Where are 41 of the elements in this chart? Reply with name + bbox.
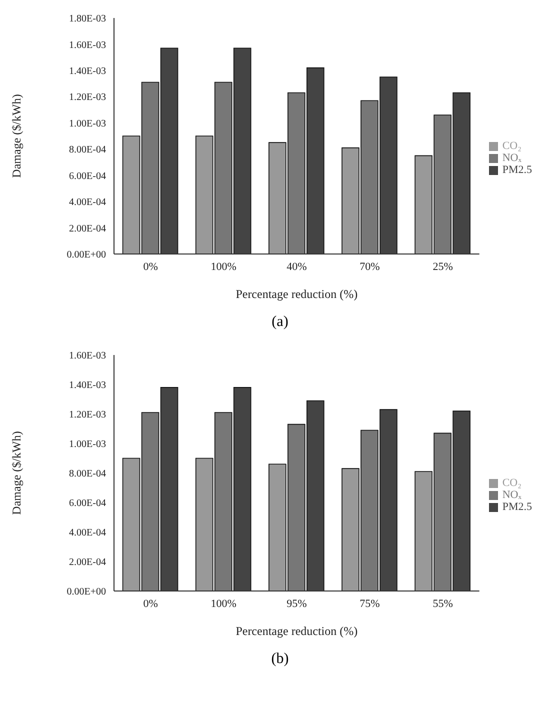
y-tick-label: 1.20E-03 [69,410,106,421]
y-tick-label: 4.00E-04 [69,197,106,208]
x-tick-label: 40% [286,260,307,273]
legend-label: NOₓ [502,152,522,164]
y-tick-label: 1.80E-03 [69,14,106,25]
x-tick-label: 75% [360,598,380,610]
y-tick-label: 1.40E-03 [69,66,106,77]
legend-label: NOₓ [502,489,522,501]
y-tick-label: 4.00E-04 [69,528,106,539]
x-tick-label: 95% [286,598,307,610]
y-tick-label: 6.00E-04 [69,498,106,510]
x-tick-label: 100% [210,260,236,273]
y-tick-label: 1.40E-03 [69,380,106,392]
y-tick-label: 1.60E-03 [69,40,106,51]
text: (a) [270,314,290,331]
x-tick-label: 25% [432,260,453,273]
x-tick-label: 55% [432,598,453,610]
legend-label: CO₂ [502,140,522,152]
y-tick-label: 1.00E-03 [69,439,106,450]
text: (b) [270,651,290,668]
y-tick-label: 0.00E+00 [66,586,106,598]
x-tick-label: 70% [360,260,380,273]
y-axis-title: Damage ($/kWh) [9,94,24,178]
y-tick-label: 2.00E-04 [69,223,106,234]
legend-label: PM2.5 [502,164,532,176]
x-tick-label: 0% [143,260,158,273]
x-axis-title: Percentage reduction (%) [236,287,358,301]
x-tick-label: 100% [210,598,236,610]
y-tick-label: 6.00E-04 [69,170,106,182]
y-tick-label: 8.00E-04 [69,144,106,156]
x-axis-title: Percentage reduction (%) [236,624,358,638]
legend-label: PM2.5 [502,501,532,513]
y-tick-label: 1.00E-03 [69,118,106,130]
y-tick-label: 0.00E+00 [66,250,106,261]
legend-label: CO₂ [502,477,522,489]
y-tick-label: 1.60E-03 [69,350,106,362]
y-tick-label: 2.00E-04 [69,557,106,568]
x-tick-label: 0% [143,598,158,610]
y-axis-title: Damage ($/kWh) [9,431,24,515]
y-tick-label: 1.20E-03 [69,92,106,104]
y-tick-label: 8.00E-04 [69,468,106,480]
